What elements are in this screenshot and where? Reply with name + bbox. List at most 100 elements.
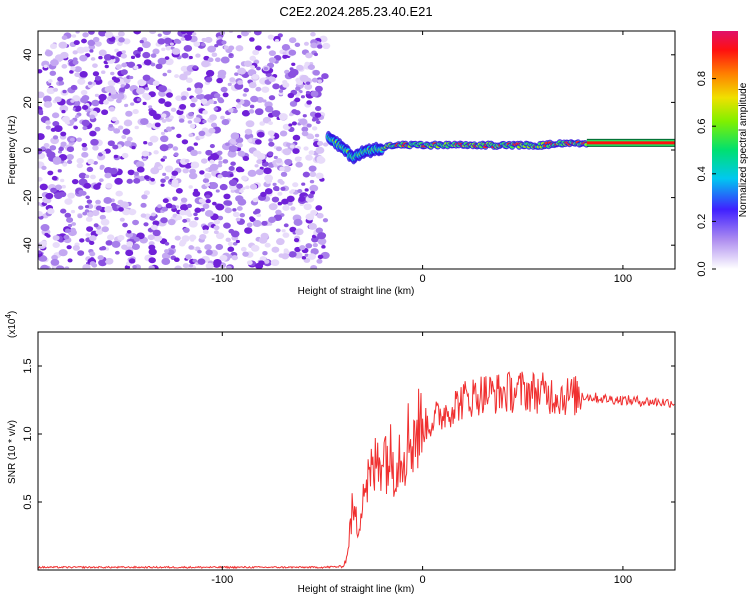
noise-speckle: [305, 81, 311, 85]
noise-speckle: [294, 156, 302, 162]
noise-speckle: [104, 257, 114, 265]
noise-speckle: [243, 60, 253, 67]
noise-speckle: [304, 188, 309, 192]
noise-speckle: [295, 161, 303, 168]
noise-speckle: [273, 155, 278, 160]
noise-speckle: [180, 37, 186, 42]
noise-speckle: [185, 77, 193, 83]
noise-speckle: [122, 222, 128, 228]
noise-speckle: [227, 241, 234, 246]
noise-speckle: [52, 156, 62, 164]
noise-speckle: [78, 190, 85, 195]
noise-speckle: [143, 59, 152, 66]
noise-speckle: [313, 52, 319, 57]
noise-speckle: [69, 70, 74, 74]
noise-speckle: [50, 187, 57, 193]
noise-speckle: [202, 203, 210, 209]
noise-speckle: [95, 229, 104, 235]
noise-speckle: [84, 174, 90, 179]
noise-speckle: [188, 220, 198, 228]
noise-speckle: [53, 87, 59, 92]
noise-speckle: [288, 123, 293, 127]
noise-speckle: [57, 169, 62, 173]
snr-xtick-label: 100: [614, 574, 632, 586]
snr-multiplier-base: (x10: [7, 318, 18, 338]
noise-speckle: [236, 206, 243, 211]
noise-speckle: [305, 90, 311, 95]
noise-speckle: [152, 48, 160, 55]
noise-speckle: [98, 99, 105, 105]
noise-speckle: [43, 143, 50, 148]
noise-speckle: [87, 39, 96, 47]
snr-ytick-label: 1.0: [22, 426, 34, 441]
noise-speckle: [207, 45, 217, 53]
noise-speckle: [227, 82, 232, 87]
noise-speckle: [128, 208, 137, 216]
noise-speckle: [121, 62, 128, 68]
noise-speckle: [120, 69, 128, 75]
noise-speckle: [95, 205, 103, 211]
noise-speckle: [141, 194, 148, 200]
noise-speckle: [254, 139, 262, 145]
noise-speckle: [314, 112, 322, 118]
noise-speckle: [54, 96, 62, 103]
noise-speckle: [204, 182, 210, 187]
noise-speckle: [221, 118, 230, 126]
noise-speckle: [161, 113, 167, 118]
noise-speckle: [314, 105, 322, 112]
noise-speckle: [66, 217, 74, 223]
noise-speckle: [288, 49, 297, 56]
noise-speckle: [184, 158, 190, 163]
noise-speckle: [181, 139, 189, 145]
noise-speckle: [259, 121, 266, 126]
noise-speckle: [97, 152, 104, 157]
noise-speckle: [198, 198, 205, 203]
noise-speckle: [216, 150, 223, 156]
noise-speckle: [289, 226, 297, 233]
noise-speckle: [255, 86, 262, 92]
noise-speckle: [255, 168, 264, 176]
noise-speckle: [193, 41, 201, 47]
noise-speckle: [263, 167, 272, 175]
noise-speckle: [127, 169, 135, 176]
noise-speckle: [60, 131, 67, 137]
noise-speckle: [81, 142, 88, 148]
noise-speckle: [188, 133, 194, 138]
noise-speckle: [59, 105, 69, 113]
noise-speckle: [162, 72, 168, 77]
noise-speckle: [97, 182, 102, 186]
noise-speckle: [316, 212, 324, 219]
noise-speckle: [271, 110, 281, 117]
noise-speckle: [94, 41, 102, 47]
noise-speckle: [307, 253, 317, 260]
noise-speckle: [152, 80, 160, 87]
noise-speckle: [140, 213, 147, 218]
noise-speckle: [84, 204, 90, 209]
noise-speckle: [170, 107, 177, 112]
noise-speckle: [217, 163, 223, 168]
noise-speckle: [71, 222, 77, 226]
noise-speckle: [188, 55, 193, 60]
noise-speckle: [98, 178, 104, 183]
noise-speckle: [51, 175, 58, 181]
noise-speckle: [209, 182, 219, 190]
noise-speckle: [142, 41, 151, 49]
noise-speckle: [228, 145, 238, 153]
noise-speckle: [133, 65, 139, 70]
noise-speckle: [247, 138, 253, 143]
noise-speckle: [262, 251, 268, 256]
snr-xlabel: Height of straight line (km): [298, 584, 415, 595]
noise-speckle: [315, 172, 324, 180]
noise-speckle: [114, 48, 119, 53]
noise-speckle: [235, 65, 241, 69]
noise-speckle: [242, 251, 249, 257]
noise-speckle: [76, 157, 84, 164]
noise-speckle: [230, 230, 240, 238]
noise-speckle: [188, 245, 195, 250]
noise-speckle: [150, 53, 157, 58]
noise-speckle: [77, 78, 86, 85]
noise-speckle: [147, 234, 155, 241]
noise-speckle: [137, 47, 144, 52]
noise-speckle: [136, 98, 141, 102]
noise-speckle: [240, 246, 247, 252]
